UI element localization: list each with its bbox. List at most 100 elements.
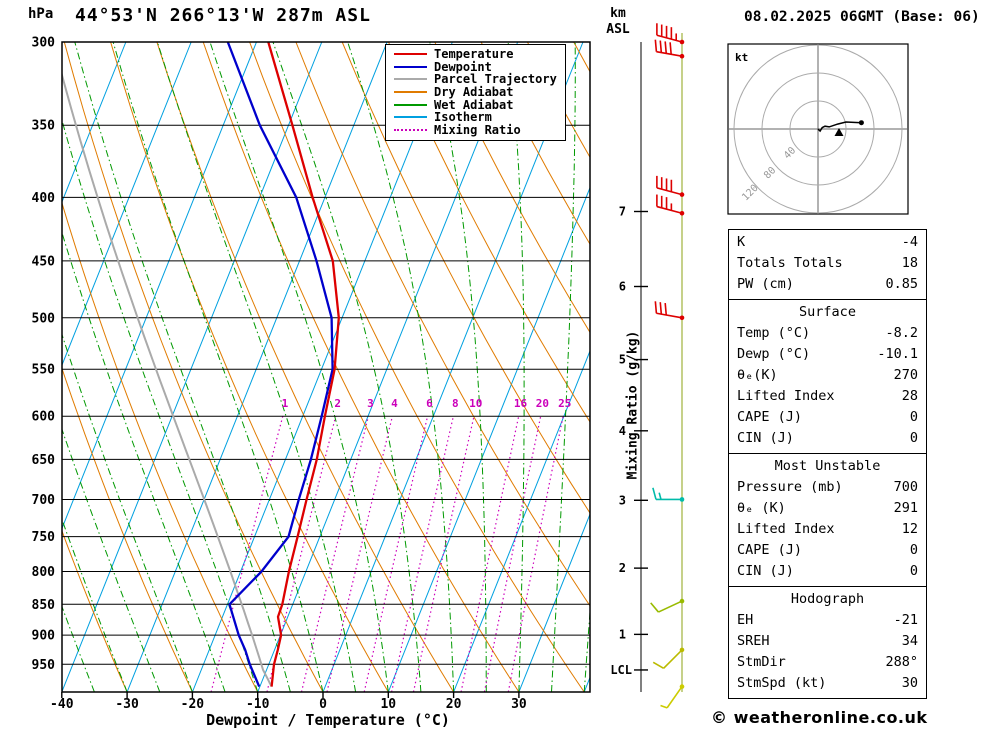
index-label: Lifted Index — [737, 521, 835, 537]
isotherm-line — [518, 512, 590, 692]
wind-barb — [650, 600, 683, 613]
lcl-label: LCL — [610, 663, 632, 677]
x-tick-label: -20 — [181, 697, 205, 712]
mixing-ratio-value: 10 — [469, 397, 482, 410]
legend-item: Mixing Ratio — [394, 123, 557, 137]
index-label: Totals Totals — [737, 255, 843, 271]
index-row: EH -21 — [737, 610, 918, 631]
pressure-tick-label: 850 — [32, 598, 56, 613]
mixing-ratio-lines — [210, 416, 564, 692]
wind-barb-column — [650, 23, 685, 709]
index-label: CAPE (J) — [737, 542, 803, 558]
indices-box-header: Hodograph — [790, 591, 865, 607]
index-row: CIN (J) 0 — [737, 561, 918, 582]
wind-barb — [652, 649, 683, 669]
indices-box-header: Most Unstable — [774, 458, 881, 474]
x-tick-label: -40 — [50, 697, 74, 712]
mixing-ratio-value: 4 — [391, 397, 398, 410]
pressure-tick-label: 350 — [32, 119, 56, 134]
mixing-ratio-value: 25 — [558, 397, 571, 410]
indices-box: K -4 Totals Totals 18 PW (cm) 0.85 — [728, 229, 927, 300]
hodograph-trace-end-dot — [858, 120, 864, 126]
wet-adiabat-line — [112, 42, 324, 692]
page-title: 44°53'N 266°13'W 287m ASL — [75, 5, 371, 26]
pressure-axis-unit: hPa — [28, 6, 54, 22]
index-label: Lifted Index — [737, 388, 835, 404]
pressure-gridlines: 300 350 400 450 500 550 600 650 700 750 800 850 900 9… — [32, 36, 590, 673]
x-tick-label: 30 — [511, 697, 527, 712]
pressure-tick-label: 400 — [32, 191, 56, 206]
index-row: Dewp (°C) -10.1 — [737, 344, 918, 365]
legend-line-swatch — [394, 65, 427, 68]
mixing-ratio-value: 2 — [334, 397, 341, 410]
parcel-trajectory-curve — [62, 71, 273, 688]
index-value: 291 — [893, 500, 918, 516]
index-row: Totals Totals 18 — [737, 253, 918, 274]
legend-item-label: Wet Adiabat — [434, 97, 514, 112]
index-row: Lifted Index 12 — [737, 519, 918, 540]
index-value: -21 — [893, 612, 918, 628]
index-value: -4 — [901, 234, 918, 250]
index-label: SREH — [737, 633, 770, 649]
index-row: Pressure (mb) 700 — [737, 477, 918, 498]
dry-adiabat-line — [388, 42, 590, 423]
index-value: 30 — [901, 675, 918, 691]
index-row: CAPE (J) 0 — [737, 540, 918, 561]
index-value: 270 — [893, 367, 918, 383]
km-tick-label: 7 — [619, 204, 626, 218]
index-label: Temp (°C) — [737, 325, 811, 341]
wind-barb — [656, 194, 683, 215]
wind-barb-full — [650, 602, 660, 613]
x-axis-label: Dewpoint / Temperature (°C) — [206, 711, 450, 729]
wet-adiabat-line — [62, 118, 259, 692]
km-tick-label: 2 — [619, 561, 626, 575]
isotherm-line — [322, 42, 584, 692]
legend-line-swatch — [394, 116, 427, 119]
wind-barb — [652, 487, 682, 501]
wind-barb-stem — [656, 312, 683, 319]
x-axis: -40 -30 -20 -10 0 10 20 30 — [50, 692, 527, 712]
hodograph-ring — [789, 100, 847, 158]
wind-barb — [660, 686, 683, 709]
hodograph-unit-label: kt — [735, 51, 748, 64]
index-value: -10.1 — [877, 346, 918, 362]
index-row: SREH 34 — [737, 631, 918, 652]
wind-barb — [656, 175, 683, 196]
index-label: PW (cm) — [737, 276, 794, 292]
km-tick-label: 6 — [619, 279, 626, 293]
isotherm-lines — [62, 42, 590, 692]
hodograph-ring — [761, 72, 875, 186]
isotherm-line — [387, 186, 590, 692]
mixing-ratio-value: 16 — [514, 397, 528, 410]
mixing-ratio-line — [391, 416, 454, 692]
wind-barb-half — [660, 704, 668, 709]
x-tick-label: -30 — [115, 697, 139, 712]
pressure-tick-label: 950 — [32, 658, 56, 673]
legend-item: Temperature — [394, 47, 557, 61]
isotherm-line — [126, 42, 388, 692]
mixing-ratio-value: 20 — [536, 397, 549, 410]
legend-line-swatch — [394, 78, 427, 81]
legend: Temperature Dewpoint Parcel Trajectory Dry … — [385, 44, 566, 142]
km-tick-label: 1 — [619, 627, 626, 641]
datetime-label: 08.02.2025 06GMT (Base: 06) — [744, 9, 980, 25]
wind-barb-stem — [656, 50, 683, 57]
isotherm-line — [62, 42, 192, 367]
pressure-tick-label: 500 — [32, 311, 56, 326]
index-value: 34 — [901, 633, 918, 649]
pressure-tick-label: 450 — [32, 254, 56, 269]
wind-barb-full — [669, 42, 672, 55]
wind-barb-full — [652, 661, 665, 669]
mixing-ratio-value: 8 — [452, 397, 459, 410]
legend-line-swatch — [394, 103, 427, 106]
index-label: Pressure (mb) — [737, 479, 843, 495]
index-label: θₑ (K) — [737, 500, 786, 516]
index-row: StmSpd (kt) 30 — [737, 673, 918, 694]
index-value: 28 — [901, 388, 918, 404]
isotherm-line — [62, 42, 127, 204]
index-label: CAPE (J) — [737, 409, 803, 425]
hodograph-trace — [817, 121, 862, 133]
indices-box: Most Unstable Pressure (mb) 700 θₑ (K) 291 Li… — [728, 453, 927, 587]
index-row: StmDir 288° — [737, 652, 918, 673]
